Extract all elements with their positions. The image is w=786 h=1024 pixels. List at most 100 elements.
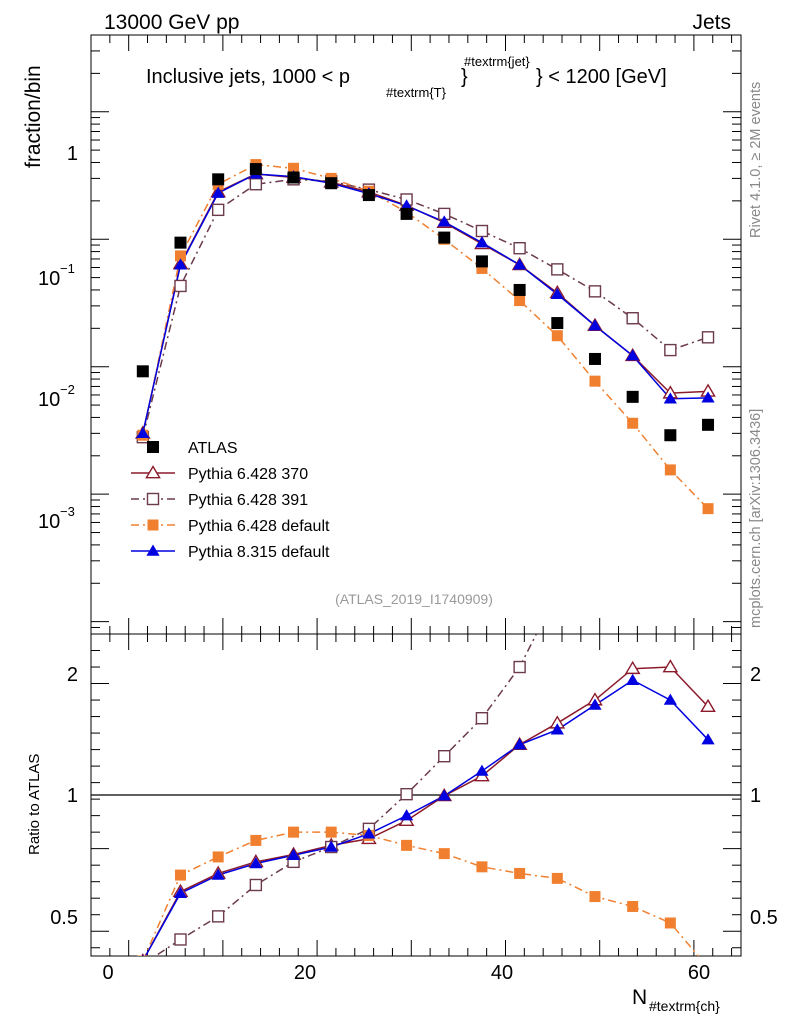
atlas-data-point: [513, 283, 526, 296]
y-tick-label-1e-3: 10 −3: [38, 504, 75, 533]
series-1-point: [664, 343, 677, 357]
series-3-point: [475, 236, 489, 248]
series-2-ratio-point: [476, 861, 488, 873]
series-3-ratio-point: [173, 886, 188, 898]
ratio-tick-label-right-2: 2: [750, 664, 761, 686]
series-0-ratio-point: [700, 698, 716, 713]
x-axis-title-main: N: [632, 986, 647, 1009]
rivet-version-label: Rivet 4.1.0, ≥ 2M events: [748, 82, 764, 238]
series-2-ratio-point: [174, 869, 186, 881]
atlas-data-point: [362, 189, 375, 202]
series-2-ratio-point: [325, 826, 337, 838]
legend-label-series-1: Pythia 6.428 391: [188, 492, 308, 509]
legend-label-series-2: Pythia 6.428 default: [188, 518, 330, 535]
series-2-point: [174, 250, 186, 262]
atlas-data-point: [325, 177, 338, 190]
atlas-data-point: [136, 365, 149, 378]
atlas-data-point: [174, 236, 187, 249]
atlas-data-point: [626, 390, 639, 403]
legend-marker-series-3: [146, 544, 160, 556]
series-line-ratio-3: [144, 679, 709, 956]
y-tick-label-1e-1: 10 −1: [38, 261, 75, 290]
series-2-point: [664, 464, 676, 476]
series-3-point: [701, 391, 715, 403]
series-2-ratio-point: [212, 851, 224, 863]
series-1-ratio-point: [513, 660, 526, 674]
series-2-ratio-point: [589, 891, 601, 903]
series-2-point: [476, 262, 488, 274]
atlas-data-point: [664, 429, 677, 442]
series-1-point: [701, 331, 715, 344]
series-1-point: [249, 178, 263, 191]
ratio-axes: [91, 634, 741, 956]
series-3-ratio-point: [475, 764, 489, 776]
legend-marker-series-0: [145, 465, 161, 479]
series-2-point: [702, 503, 714, 515]
series-1-point: [551, 263, 564, 276]
plot-title-end: } < 1200 [GeV]: [536, 66, 667, 88]
series-3-point: [626, 349, 640, 361]
series-2-ratio-point: [250, 834, 262, 846]
x-axis-title: N #textrm{ch}: [632, 986, 720, 1014]
legend-label-series-0: Pythia 6.428 370: [188, 466, 308, 483]
series-2-point: [514, 295, 526, 307]
series-1-ratio-point: [400, 787, 413, 801]
atlas-data-point: [551, 317, 564, 330]
legend: ATLAS Pythia 6.428 370 Pythia 6.428 391 …: [131, 440, 330, 561]
atlas-data-point: [438, 231, 451, 244]
series-2-point: [627, 417, 639, 429]
series-3-ratio-point: [249, 857, 263, 869]
y-tick-label-1e-2: 10 −2: [38, 382, 75, 411]
series-3-point: [663, 392, 677, 404]
legend-marker-series-2: [147, 519, 159, 531]
series-1-point: [513, 242, 526, 255]
series-3-point: [211, 186, 225, 198]
ratio-tick-label-2: 2: [67, 664, 78, 686]
x-axis-title-subscript: #textrm{ch}: [649, 998, 720, 1014]
beam-label: 13000 GeV pp: [104, 11, 239, 34]
plot-title-brace: }: [461, 66, 468, 88]
x-tick-label-40: 40: [491, 962, 513, 984]
series-1-ratio-point: [174, 933, 187, 946]
series-line-main-1: [142, 178, 709, 438]
series-1-ratio-point: [475, 712, 489, 725]
series-3-ratio-point: [513, 738, 527, 750]
legend-label-series-3: Pythia 8.315 default: [188, 544, 330, 561]
plot-title-subscript: #textrm{T}: [386, 85, 447, 100]
series-2-ratio-point: [551, 872, 563, 884]
y-axis-title-ratio: Ratio to ATLAS: [26, 754, 43, 855]
plot-title-superscript: #textrm{jet}: [464, 54, 530, 69]
main-plot-data: [134, 159, 716, 515]
x-tick-labels: 0 20 40 60: [102, 962, 710, 984]
series-1-point: [174, 279, 187, 293]
series-line-main-3: [142, 173, 709, 434]
legend-label-atlas: ATLAS: [188, 440, 238, 457]
ratio-tick-label-right-1: 1: [750, 785, 761, 807]
series-line-ratio-2: [144, 831, 700, 956]
series-1-ratio-point: [211, 910, 225, 923]
svg-text:10: 10: [38, 268, 60, 290]
series-3-ratio-point: [437, 789, 451, 801]
series-0-ratio-point: [624, 660, 641, 675]
atlas-data-point: [400, 207, 413, 220]
series-3-ratio-point: [588, 698, 602, 710]
series-3-point: [173, 258, 188, 270]
series-line-main-2: [142, 163, 709, 510]
series-3-ratio-point: [550, 723, 564, 735]
ratio-tick-label-1: 1: [67, 785, 78, 807]
series-2-ratio-point: [664, 917, 676, 929]
y-axis-title-main: fraction/bin: [22, 65, 45, 168]
series-3-point: [588, 319, 602, 331]
atlas-data-point: [702, 418, 715, 431]
series-2-ratio-point: [438, 848, 450, 860]
plot-title-main: Inclusive jets, 1000 < p: [146, 66, 350, 88]
series-1-ratio-point: [249, 878, 263, 892]
svg-text:−2: −2: [60, 382, 75, 397]
legend-marker-series-1: [146, 492, 160, 506]
legend-marker-atlas: [147, 441, 159, 453]
series-2-ratio-point: [514, 867, 526, 879]
analysis-id-label: (ATLAS_2019_I1740909): [335, 591, 493, 607]
series-2-ratio-point: [627, 900, 639, 912]
